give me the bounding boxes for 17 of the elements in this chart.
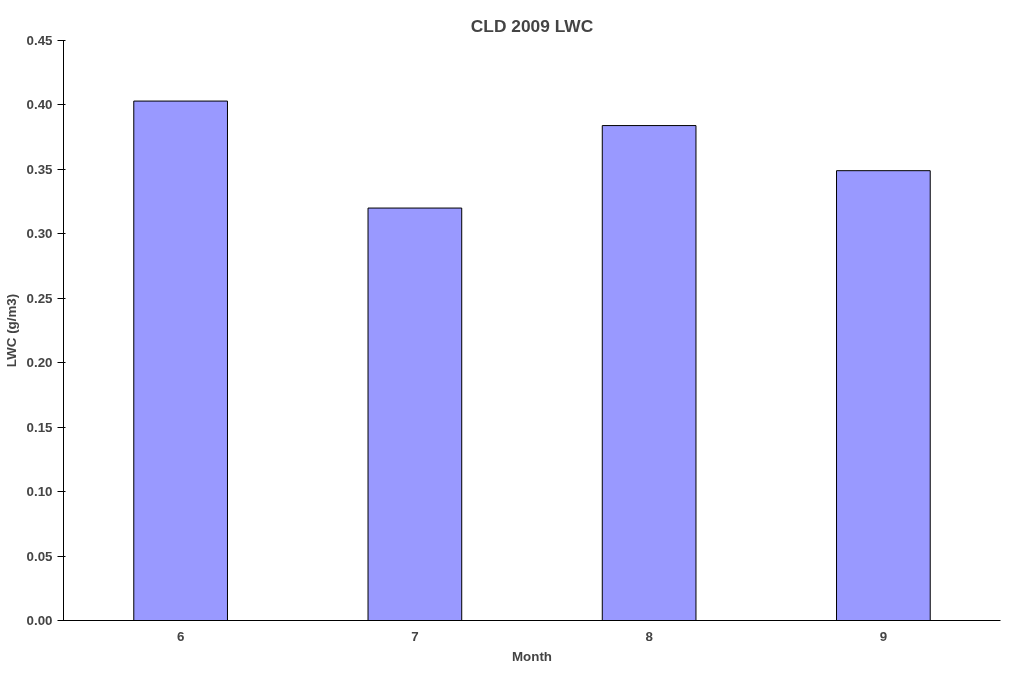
y-tick-label: 0.35 <box>26 161 54 177</box>
x-axis-title: Month <box>512 648 552 664</box>
y-tick-label: 0.45 <box>26 33 54 48</box>
x-tick-label: 9 <box>879 628 888 644</box>
y-tick-label: 0.20 <box>26 355 53 371</box>
y-tick-label: 0.30 <box>26 226 53 242</box>
x-tick-label: 7 <box>411 628 419 644</box>
chart-title: CLD 2009 LWC <box>470 15 594 36</box>
y-tick-label: 0.40 <box>26 97 53 113</box>
y-tick-label: 0.25 <box>26 290 54 306</box>
y-axis-title: LWC (g/m3) <box>3 293 19 368</box>
x-tick-label: 8 <box>645 628 653 644</box>
y-tick-label: 0.05 <box>26 548 54 564</box>
y-tick-label: 0.10 <box>26 484 53 500</box>
y-tick-label: 0.15 <box>26 419 54 435</box>
x-tick-label: 6 <box>176 628 185 644</box>
y-tick-label: 0.00 <box>26 613 53 628</box>
